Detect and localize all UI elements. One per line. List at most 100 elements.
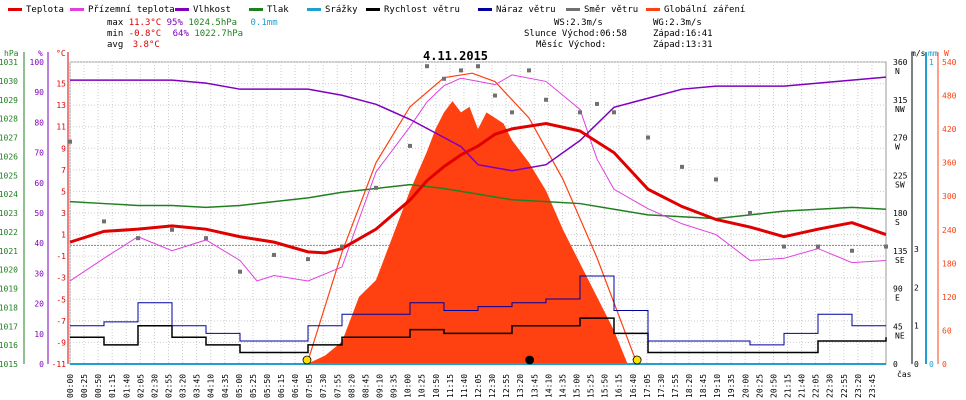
x-tick-label: 12:05 — [474, 374, 483, 398]
x-tick-label: 12:55 — [502, 374, 511, 398]
x-tick-label: 15:25 — [587, 374, 596, 398]
direction-tick-label: 135 — [893, 247, 908, 256]
direction-tick-label: 45 — [893, 322, 903, 331]
legend-swatch — [478, 8, 492, 11]
legend-label: Srážky — [325, 5, 358, 15]
pressure-tick-label: 1030 — [0, 77, 18, 86]
wind-direction-point — [476, 64, 480, 69]
legend-swatch — [8, 8, 22, 11]
x-axis-label: čas — [897, 369, 912, 379]
x-tick-label: 07:05 — [305, 374, 314, 398]
direction-tick-label: 270 — [893, 134, 908, 143]
legend-item: Směr větru — [566, 4, 638, 16]
x-tick-label: 21:40 — [798, 374, 807, 398]
temperature-tick-label: 5 — [61, 187, 66, 196]
max-rain: 0.1mm — [250, 18, 278, 28]
temperature-tick-label: -7 — [56, 317, 66, 326]
stats-min-row: min -0.8°C 64% 1022.7hPa — [107, 29, 243, 39]
humidity-tick-label: 100 — [30, 58, 45, 67]
legend-label: Globální záření — [664, 5, 746, 15]
wind-direction-point — [595, 101, 599, 106]
series-line — [69, 121, 887, 255]
wind-direction-point — [816, 244, 820, 249]
pressure-tick-label: 1016 — [0, 341, 18, 350]
pressure-tick-label: 1020 — [0, 266, 18, 275]
wind-direction-point — [306, 257, 310, 262]
humidity-tick-label: 70 — [34, 149, 44, 158]
x-tick-label: 09:35 — [390, 374, 399, 398]
pressure-tick-label: 1024 — [0, 190, 18, 199]
x-tick-label: 15:00 — [572, 374, 581, 398]
x-tick-label: 01:15 — [108, 374, 117, 398]
stat-label: min — [107, 29, 124, 39]
stats-max-row: max 11.3°C 95% 1024.5hPa 0.1mm — [107, 18, 278, 28]
radiation-tick-label: 180 — [942, 259, 957, 268]
wind-direction-point — [527, 68, 531, 73]
x-tick-label: 10:25 — [418, 374, 427, 398]
pressure-tick-label: 1022 — [0, 228, 18, 237]
temperature-tick-label: -3 — [56, 274, 66, 283]
x-tick-label: 21:15 — [784, 374, 793, 398]
rain-axis-label: mm — [928, 49, 938, 58]
series-line — [70, 317, 887, 354]
moonrise-time: Měsíc Východ: — [536, 40, 607, 50]
temperature-tick-label: 1 — [61, 231, 66, 240]
direction-compass-label: NE — [895, 331, 905, 340]
moonset-marker — [525, 355, 535, 365]
x-tick-label: 20:50 — [769, 374, 778, 398]
wind-gust-readout: WG:2.3m/s — [653, 18, 702, 28]
temperature-tick-label: 13 — [56, 101, 66, 110]
wind-direction-point — [442, 76, 446, 81]
wind-direction-point — [136, 236, 140, 241]
direction-compass-label: SE — [895, 256, 905, 265]
wind-direction-point — [748, 211, 752, 215]
legend-swatch — [307, 8, 321, 11]
legend-label: Náraz větru — [496, 5, 556, 15]
wind-direction-point — [272, 252, 276, 257]
x-tick-label: 18:20 — [685, 374, 694, 398]
radiation-tick-label: 240 — [942, 226, 957, 235]
legend-item: Globální záření — [646, 4, 745, 16]
x-tick-label: 10:50 — [432, 374, 441, 398]
pressure-tick-label: 1018 — [0, 303, 18, 312]
direction-tick-label: 315 — [893, 96, 908, 105]
pressure-tick-label: 1028 — [0, 115, 18, 124]
direction-tick-label: 225 — [893, 171, 908, 180]
humidity-axis-label: % — [38, 49, 43, 58]
wind-direction-point — [646, 135, 650, 140]
series-line — [69, 74, 887, 282]
pressure-tick-label: 1019 — [0, 285, 18, 294]
legend-item: Vlhkost — [175, 4, 231, 16]
temperature-tick-label: -5 — [56, 295, 66, 304]
legend-item: Teplota — [8, 4, 64, 16]
wind-direction-point — [782, 244, 786, 249]
direction-compass-label: SW — [895, 180, 905, 189]
x-tick-label: 08:20 — [347, 374, 356, 398]
radiation-tick-label: 300 — [942, 192, 957, 201]
wind-direction-point — [578, 110, 582, 115]
legend-swatch — [175, 8, 189, 11]
temperature-tick-label: -9 — [56, 338, 66, 347]
humidity-tick-label: 50 — [34, 209, 44, 218]
x-tick-label: 13:45 — [530, 374, 539, 398]
legend-swatch — [646, 8, 660, 11]
temperature-tick-label: 15 — [56, 80, 66, 89]
min-humidity: 64% — [172, 29, 189, 39]
wind-direction-point — [544, 97, 548, 102]
humidity-tick-label: 90 — [34, 88, 44, 97]
wind-direction-point — [680, 164, 684, 169]
x-tick-label: 10:00 — [404, 374, 413, 398]
x-tick-label: 16:40 — [629, 374, 638, 398]
x-tick-label: 03:45 — [193, 374, 202, 398]
legend-item: Tlak — [249, 4, 289, 16]
radiation-tick-label: 120 — [942, 293, 957, 302]
direction-tick-label: 180 — [893, 209, 908, 218]
max-pressure: 1024.5hPa — [188, 18, 238, 28]
temperature-tick-label: 9 — [61, 144, 66, 153]
x-tick-label: 01:40 — [122, 374, 131, 398]
wind-direction-point — [850, 248, 854, 253]
pressure-tick-label: 1017 — [0, 322, 18, 331]
x-tick-label: 02:05 — [136, 374, 145, 398]
pressure-tick-label: 1027 — [0, 134, 18, 143]
pressure-tick-label: 1029 — [0, 96, 18, 105]
